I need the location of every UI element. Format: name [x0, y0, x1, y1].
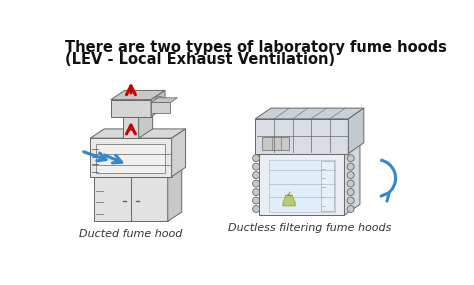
Polygon shape: [255, 119, 348, 154]
Polygon shape: [259, 154, 345, 215]
Circle shape: [253, 197, 260, 204]
Polygon shape: [90, 138, 172, 177]
Circle shape: [253, 172, 260, 179]
Polygon shape: [321, 161, 334, 211]
Polygon shape: [151, 102, 171, 113]
Circle shape: [253, 189, 260, 196]
Circle shape: [347, 180, 354, 187]
Polygon shape: [268, 160, 335, 212]
Polygon shape: [262, 137, 289, 150]
Circle shape: [347, 163, 354, 170]
Polygon shape: [111, 100, 151, 117]
Polygon shape: [123, 117, 139, 138]
Polygon shape: [94, 167, 182, 177]
Circle shape: [253, 163, 260, 170]
Text: (LEV - Local Exhaust Ventilation): (LEV - Local Exhaust Ventilation): [65, 52, 336, 67]
Text: Ducted fume hood: Ducted fume hood: [79, 229, 182, 239]
Text: There are two types of laboratory fume hoods: There are two types of laboratory fume h…: [65, 40, 447, 55]
Polygon shape: [90, 129, 186, 138]
Polygon shape: [151, 98, 177, 102]
Polygon shape: [283, 195, 295, 206]
Circle shape: [347, 155, 354, 162]
Circle shape: [253, 180, 260, 187]
Circle shape: [347, 205, 354, 212]
Polygon shape: [94, 177, 168, 221]
Circle shape: [347, 189, 354, 196]
Polygon shape: [151, 90, 165, 117]
Circle shape: [253, 155, 260, 162]
Polygon shape: [345, 143, 360, 215]
Circle shape: [347, 197, 354, 204]
Polygon shape: [111, 90, 165, 100]
Polygon shape: [123, 107, 153, 117]
Polygon shape: [168, 167, 182, 221]
Polygon shape: [259, 143, 360, 154]
Polygon shape: [348, 108, 364, 154]
Text: Ductless filtering fume hoods: Ductless filtering fume hoods: [228, 223, 391, 233]
Polygon shape: [255, 108, 364, 119]
Ellipse shape: [155, 96, 167, 111]
Circle shape: [253, 205, 260, 212]
Polygon shape: [139, 107, 153, 138]
Polygon shape: [172, 129, 186, 177]
Circle shape: [347, 172, 354, 179]
Polygon shape: [96, 144, 165, 173]
